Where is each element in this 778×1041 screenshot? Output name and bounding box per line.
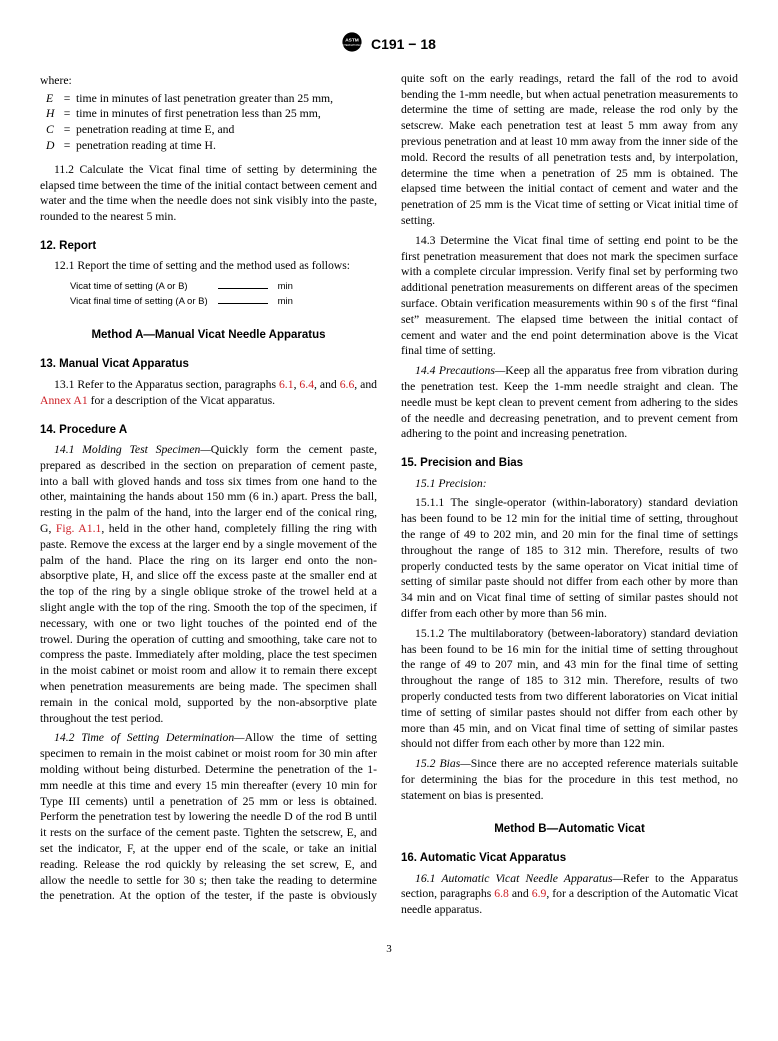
method-b-title: Method B—Automatic Vicat — [401, 822, 738, 838]
paragraph-13-1: 13.1 Refer to the Apparatus section, par… — [40, 377, 377, 409]
where-label: where: — [40, 73, 377, 89]
report-table: Vicat time of setting (A or B) min Vicat… — [70, 280, 303, 310]
link-6-4[interactable]: 6.4 — [299, 378, 314, 391]
paragraph-12-1: 12.1 Report the time of setting and the … — [40, 258, 377, 274]
link-6-6[interactable]: 6.6 — [340, 378, 355, 391]
paragraph-16-1: 16.1 Automatic Vicat Needle Apparatus—Re… — [401, 871, 738, 918]
paragraph-15-1-1: 15.1.1 The single-operator (within-labor… — [401, 495, 738, 621]
page-header: ASTM INTERNATIONAL C191 − 18 — [40, 32, 738, 57]
where-definitions: E=time in minutes of last penetration gr… — [40, 91, 337, 154]
section-15-title: 15. Precision and Bias — [401, 456, 738, 472]
paragraph-14-3: 14.3 Determine the Vicat final time of s… — [401, 233, 738, 359]
link-6-8[interactable]: 6.8 — [494, 887, 509, 900]
section-13-title: 13. Manual Vicat Apparatus — [40, 357, 377, 373]
paragraph-15-2: 15.2 Bias—Since there are no accepted re… — [401, 756, 738, 803]
report-unit-2: min — [278, 295, 303, 310]
section-12-title: 12. Report — [40, 239, 377, 255]
report-row-2-label: Vicat final time of setting (A or B) — [70, 295, 218, 310]
link-6-1[interactable]: 6.1 — [279, 378, 294, 391]
report-unit-1: min — [278, 280, 303, 295]
page-number: 3 — [40, 942, 738, 957]
paragraph-15-1-2: 15.1.2 The multilaboratory (between-labo… — [401, 626, 738, 752]
paragraph-14-1: 14.1 Molding Test Specimen—Quickly form … — [40, 442, 377, 726]
report-row-1-label: Vicat time of setting (A or B) — [70, 280, 218, 295]
link-fig-a1-1[interactable]: Fig. A1.1 — [56, 522, 101, 535]
standard-designation: C191 − 18 — [371, 35, 436, 54]
svg-text:ASTM: ASTM — [345, 38, 359, 44]
paragraph-14-4: 14.4 Precautions—Keep all the apparatus … — [401, 363, 738, 442]
link-annex-a1[interactable]: Annex A1 — [40, 394, 88, 407]
section-16-title: 16. Automatic Vicat Apparatus — [401, 851, 738, 867]
report-blank-1 — [218, 280, 268, 289]
paragraph-15-1: 15.1 Precision: — [401, 476, 738, 492]
report-blank-2 — [218, 295, 268, 304]
link-6-9[interactable]: 6.9 — [532, 887, 547, 900]
method-a-title: Method A—Manual Vicat Needle Apparatus — [40, 328, 377, 344]
astm-logo: ASTM INTERNATIONAL — [342, 32, 362, 57]
paragraph-11-2: 11.2 Calculate the Vicat final time of s… — [40, 162, 377, 225]
section-14-title: 14. Procedure A — [40, 423, 377, 439]
